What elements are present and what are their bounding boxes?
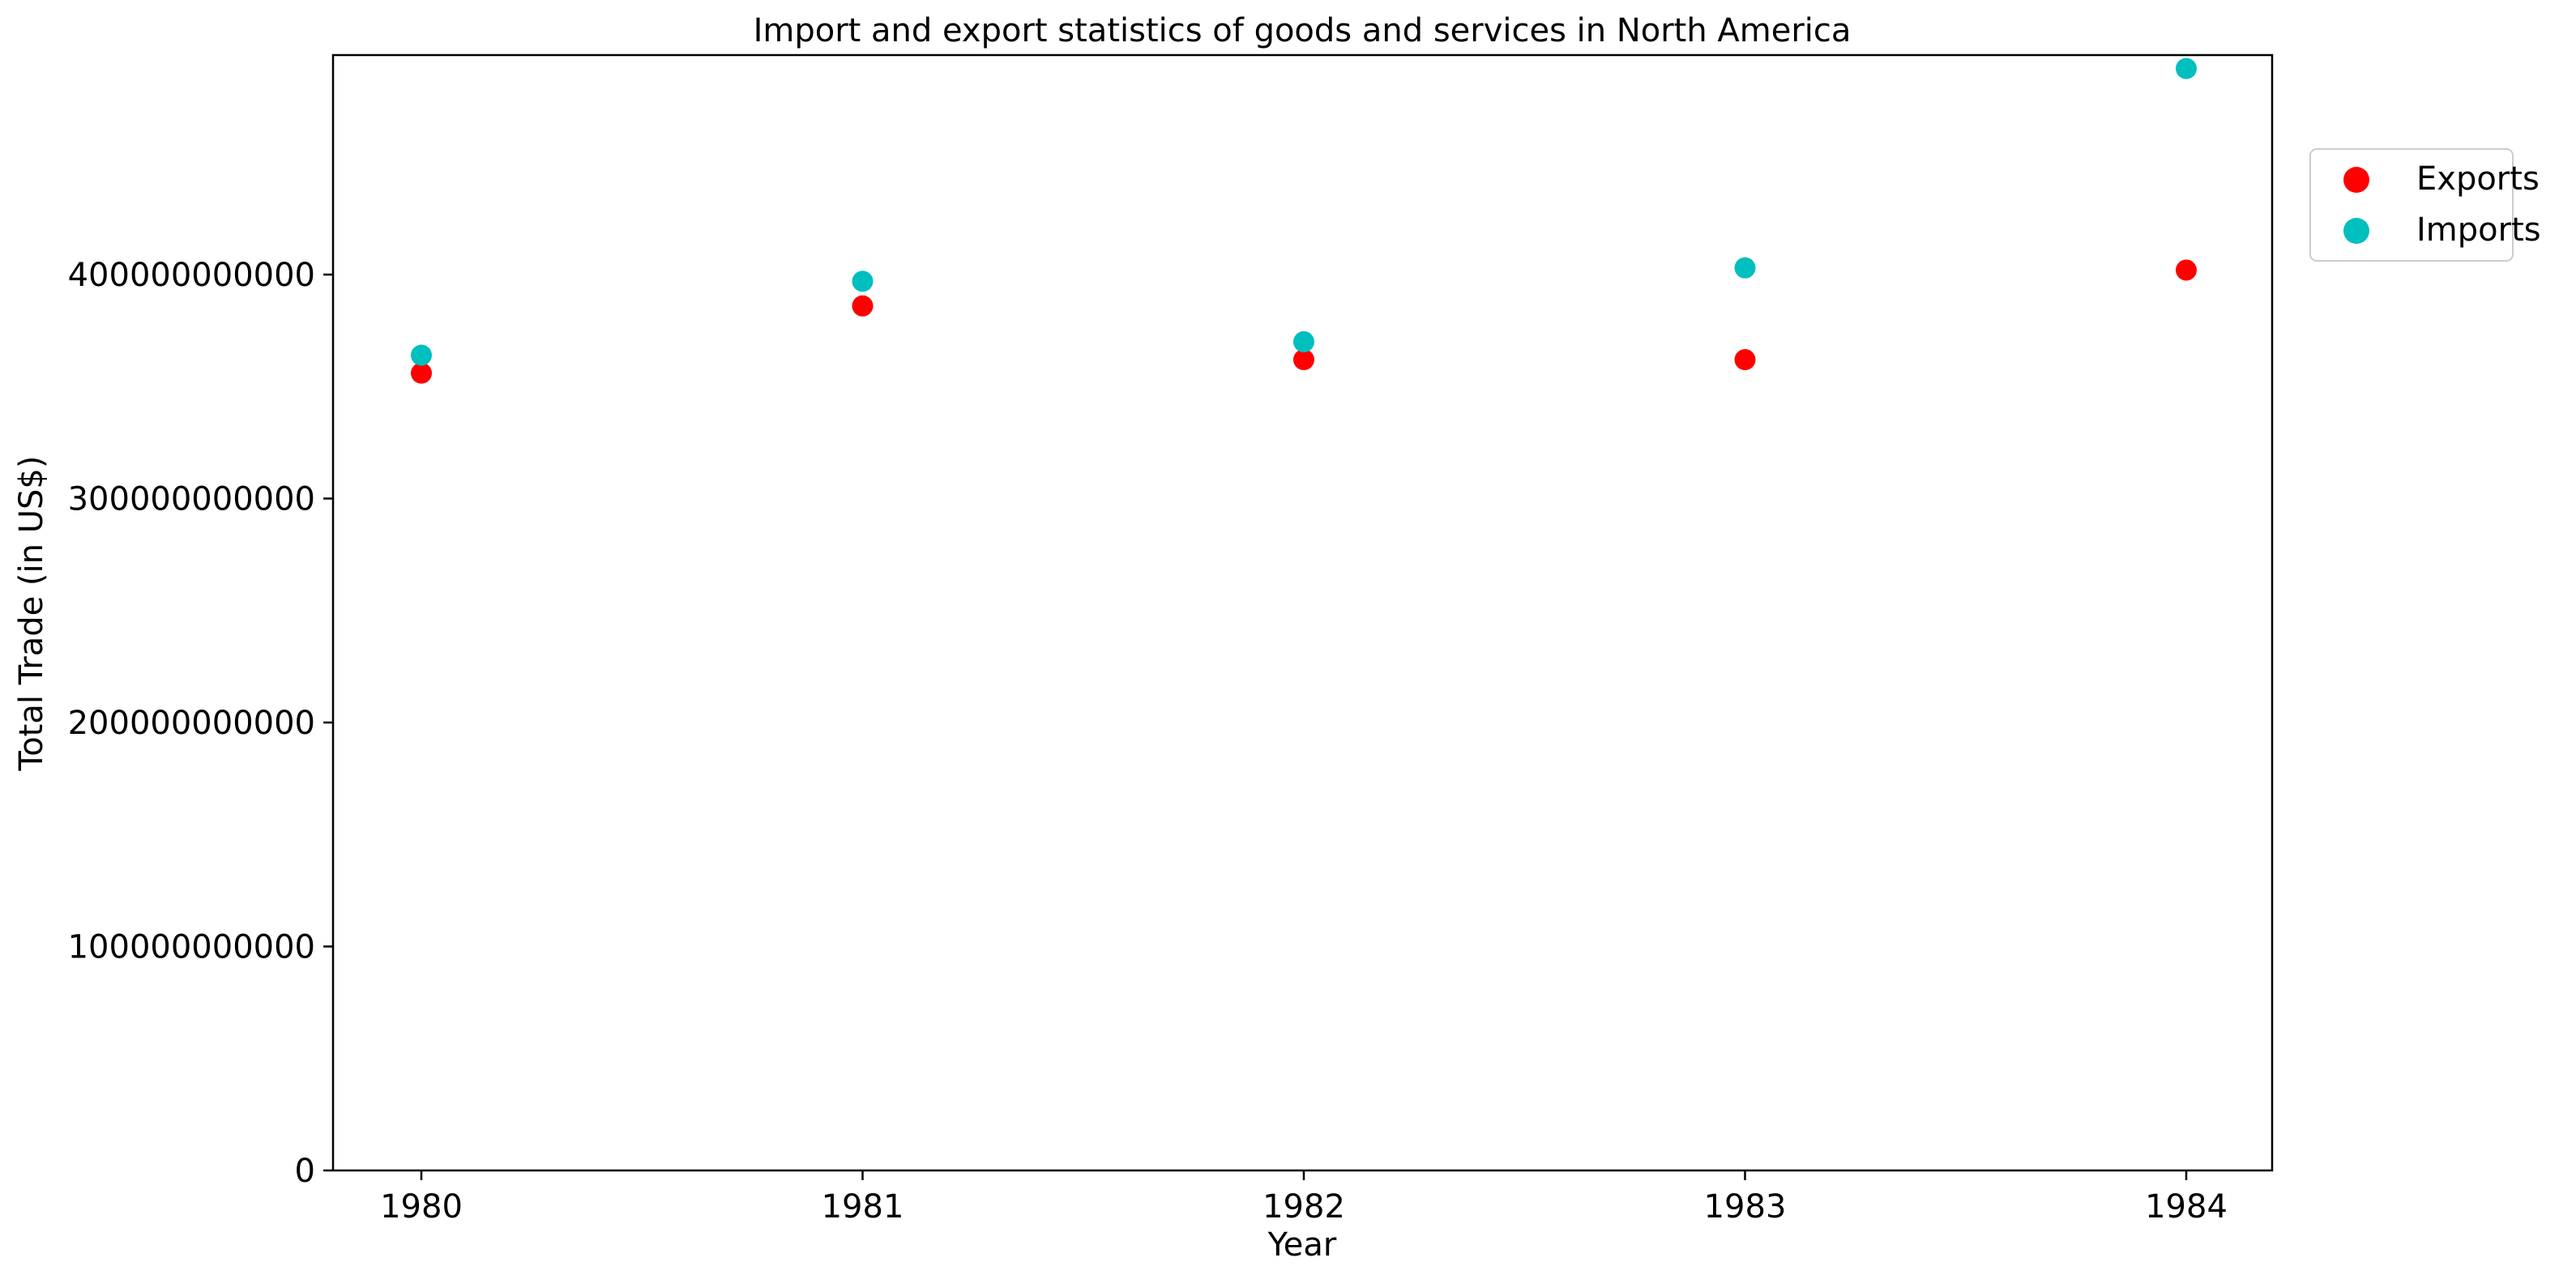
point-exports-1981	[852, 295, 874, 317]
x-axis: 1980 1981 1982 1983 1984	[380, 1170, 2228, 1226]
x-tick-label: 1983	[1704, 1188, 1787, 1226]
x-tick-label: 1982	[1262, 1188, 1345, 1226]
point-imports-1982	[1293, 330, 1314, 352]
x-tick-label: 1980	[380, 1188, 463, 1226]
y-tick-label: 0	[295, 1153, 315, 1190]
point-imports-1981	[852, 271, 874, 292]
x-tick-label: 1984	[2145, 1188, 2228, 1226]
plot-area	[331, 53, 2274, 1172]
x-tick-label: 1981	[822, 1188, 904, 1226]
y-tick-label: 200000000000	[68, 705, 315, 742]
x-axis-label: Year	[1267, 1226, 1337, 1264]
point-exports-1980	[411, 362, 432, 384]
y-tick-label: 100000000000	[68, 928, 315, 966]
legend-label-imports: Imports	[2416, 211, 2541, 249]
y-axis-label: Total Trade (in US$)	[13, 456, 50, 772]
point-imports-1984	[2176, 58, 2197, 79]
point-imports-1980	[411, 344, 432, 366]
legend-marker-exports	[2343, 167, 2369, 193]
point-exports-1983	[1734, 349, 1756, 371]
y-axis: 0 100000000000 200000000000 300000000000 400…	[68, 257, 333, 1190]
legend: Exports Imports	[2309, 148, 2541, 262]
legend-label-exports: Exports	[2416, 160, 2540, 198]
legend-marker-imports	[2343, 218, 2369, 244]
data-points	[411, 58, 2197, 384]
point-exports-1982	[1293, 349, 1314, 371]
point-imports-1983	[1734, 257, 1756, 279]
point-exports-1984	[2176, 259, 2197, 281]
chart-title: Import and export statistics of goods an…	[754, 12, 1852, 49]
y-tick-label: 400000000000	[68, 257, 315, 294]
y-tick-label: 300000000000	[68, 480, 315, 518]
